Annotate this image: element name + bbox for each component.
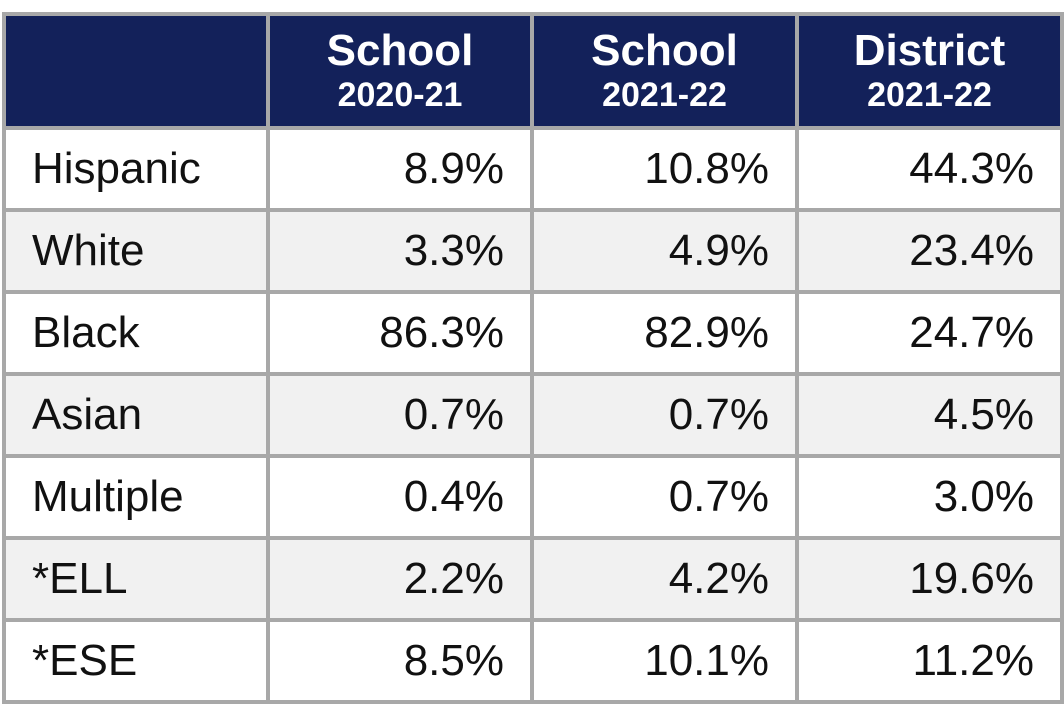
header-row: School 2020-21 School 2021-22 District 2021-2… bbox=[2, 12, 1064, 130]
table-body: Hispanic 8.9% 10.8% 44.3% White 3.3% 4.9% 23.4%… bbox=[2, 126, 1064, 704]
table-row: Black 86.3% 82.9% 24.7% bbox=[2, 290, 1064, 376]
header-title: District bbox=[853, 26, 1006, 75]
header-title: School bbox=[591, 26, 738, 75]
value-cell: 8.9% bbox=[266, 126, 534, 212]
value-cell: 19.6% bbox=[795, 536, 1064, 622]
row-label: Asian bbox=[2, 372, 270, 458]
row-label: *ELL bbox=[2, 536, 270, 622]
row-label: Multiple bbox=[2, 454, 270, 540]
header-cell bbox=[2, 12, 270, 130]
value-cell: 4.9% bbox=[530, 208, 799, 294]
table-row: Hispanic 8.9% 10.8% 44.3% bbox=[2, 126, 1064, 212]
table-row: White 3.3% 4.9% 23.4% bbox=[2, 208, 1064, 294]
value-cell: 8.5% bbox=[266, 618, 534, 704]
table-container: School 2020-21 School 2021-22 District 2021-2… bbox=[2, 12, 1064, 704]
value-cell: 2.2% bbox=[266, 536, 534, 622]
row-label: *ESE bbox=[2, 618, 270, 704]
value-cell: 3.0% bbox=[795, 454, 1064, 540]
value-cell: 10.8% bbox=[530, 126, 799, 212]
header-year: 2021-22 bbox=[867, 76, 992, 114]
value-cell: 44.3% bbox=[795, 126, 1064, 212]
table-row: *ELL 2.2% 4.2% 19.6% bbox=[2, 536, 1064, 622]
header-cell: School 2020-21 bbox=[266, 12, 534, 130]
header-title: School bbox=[326, 26, 474, 75]
value-cell: 4.5% bbox=[795, 372, 1064, 458]
table-row: Multiple 0.4% 0.7% 3.0% bbox=[2, 454, 1064, 540]
value-cell: 0.7% bbox=[530, 454, 799, 540]
header-cell: District 2021-22 bbox=[795, 12, 1064, 130]
table-row: Asian 0.7% 0.7% 4.5% bbox=[2, 372, 1064, 458]
value-cell: 82.9% bbox=[530, 290, 799, 376]
value-cell: 10.1% bbox=[530, 618, 799, 704]
value-cell: 86.3% bbox=[266, 290, 534, 376]
value-cell: 11.2% bbox=[795, 618, 1064, 704]
value-cell: 0.4% bbox=[266, 454, 534, 540]
header-cell: School 2021-22 bbox=[530, 12, 799, 130]
header-year: 2020-21 bbox=[337, 76, 463, 114]
header-year: 2021-22 bbox=[602, 76, 727, 114]
value-cell: 23.4% bbox=[795, 208, 1064, 294]
demographics-table: School 2020-21 School 2021-22 District 2021-2… bbox=[2, 12, 1064, 704]
value-cell: 3.3% bbox=[266, 208, 534, 294]
value-cell: 0.7% bbox=[266, 372, 534, 458]
row-label: Black bbox=[2, 290, 270, 376]
row-label: White bbox=[2, 208, 270, 294]
row-label: Hispanic bbox=[2, 126, 270, 212]
value-cell: 4.2% bbox=[530, 536, 799, 622]
table-row: *ESE 8.5% 10.1% 11.2% bbox=[2, 618, 1064, 704]
value-cell: 0.7% bbox=[530, 372, 799, 458]
value-cell: 24.7% bbox=[795, 290, 1064, 376]
